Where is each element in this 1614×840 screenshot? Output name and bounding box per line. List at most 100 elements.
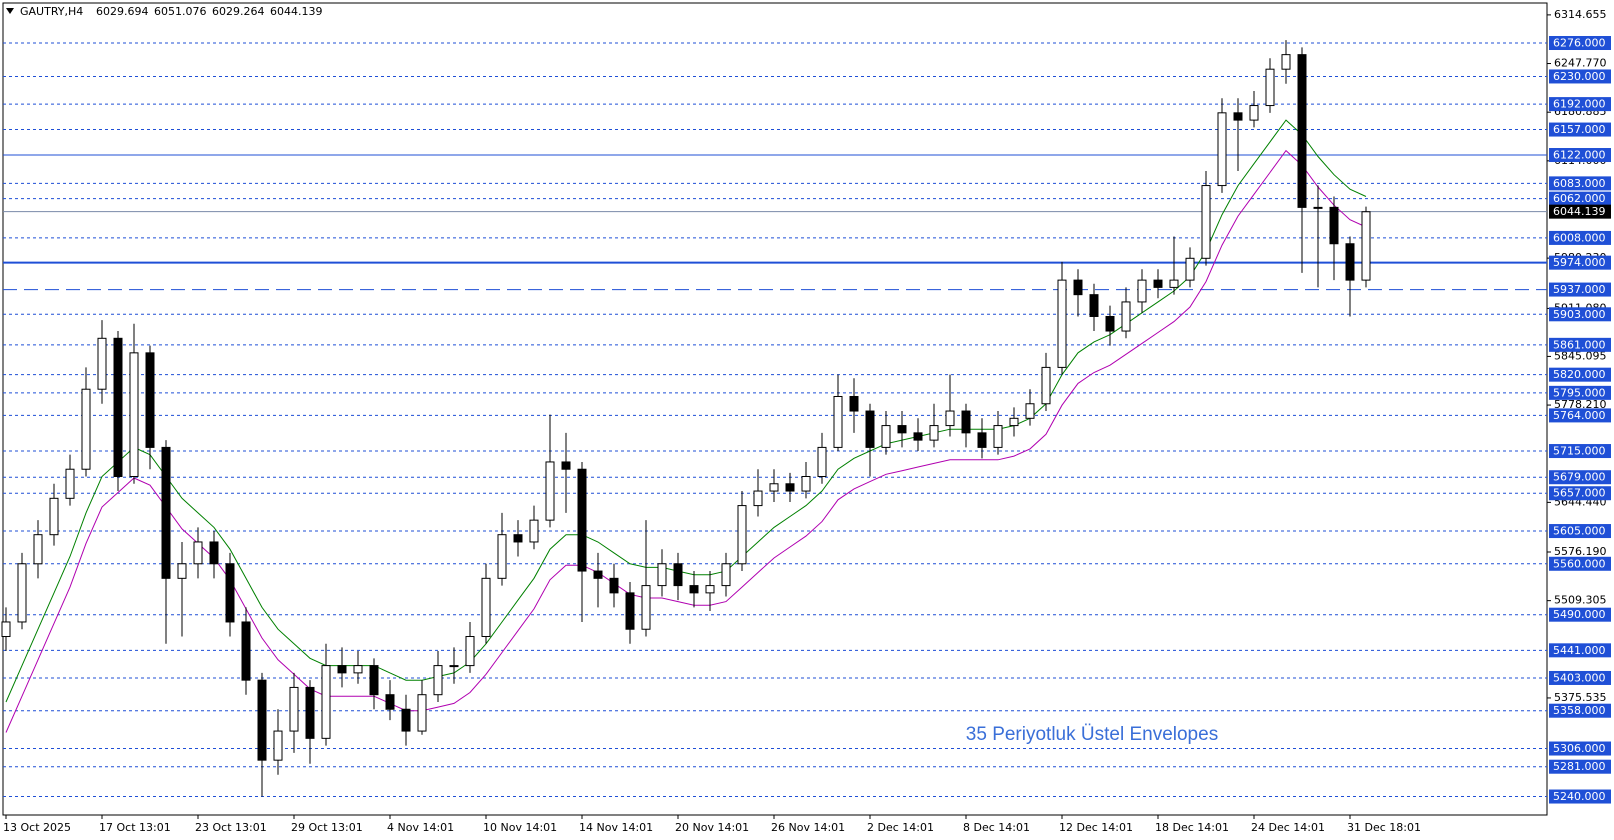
x-tick-label: 14 Nov 14:01 [579,821,653,834]
candle-body [625,592,635,630]
candle-body [673,563,683,587]
level-label-box [1549,759,1611,774]
y-tick-label: 5576.190 [1554,545,1607,558]
candle-body [769,483,779,492]
level-label-box [1549,337,1611,352]
candle-body [1,621,11,638]
candle-body [961,410,971,434]
level-label: 5715.000 [1553,445,1606,458]
candle-body [1185,257,1195,281]
level-label: 6062.000 [1553,192,1606,205]
candle-body [1009,417,1019,427]
level-label: 5820.000 [1553,368,1606,381]
symbol-title: GAUTRY,H4 [20,5,83,18]
level-label-box [1549,367,1611,382]
level-label: 5490.000 [1553,608,1606,621]
level-label-box [1549,556,1611,571]
candle-body [129,352,139,477]
candle-body [353,665,363,674]
candle-body [945,410,955,427]
candle-body [1361,211,1371,281]
x-tick-label: 20 Nov 14:01 [675,821,749,834]
level-label: 5974.000 [1553,256,1606,269]
candle-body [1105,315,1115,332]
level-label-box [1549,255,1611,270]
candle-body [321,665,331,739]
level-label-box [1549,97,1611,112]
candle-body [33,534,43,565]
candle-body [1169,279,1179,288]
header-value: 6029.264 [212,5,265,18]
candle-body [161,446,171,579]
candle-body [737,505,747,565]
y-tick-label: 5845.095 [1554,349,1607,362]
y-tick-label: 6314.655 [1554,8,1607,21]
level-label: 5937.000 [1553,283,1606,296]
level-label-box [1549,307,1611,322]
candle-body [465,636,475,667]
candle-body [913,432,923,441]
level-label: 5560.000 [1553,557,1606,570]
candle-body [65,468,75,499]
candle-body [641,585,651,630]
level-label: 6192.000 [1553,98,1606,111]
level-label-box [1549,191,1611,206]
candle-body [801,475,811,492]
candle-body [289,686,299,732]
level-label: 5403.000 [1553,671,1606,684]
candle-body [753,490,763,507]
x-tick-label: 29 Oct 13:01 [291,821,363,834]
level-label-box [1549,524,1611,539]
level-label: 6122.000 [1553,149,1606,162]
level-label: 5679.000 [1553,471,1606,484]
candle-body [1121,301,1131,332]
level-label: 5605.000 [1553,525,1606,538]
x-tick-label: 18 Dec 14:01 [1155,821,1229,834]
plot-frame [2,2,1548,816]
candle-body [1025,403,1035,419]
candle-body [993,425,1003,448]
candle-body [1137,279,1147,303]
candle-body [1265,68,1275,107]
header-value: 6044.139 [270,5,323,18]
candle-body [657,563,667,587]
candle-body [449,665,459,668]
candle-body [481,577,491,638]
x-tick-label: 10 Nov 14:01 [483,821,557,834]
candle-body [113,337,123,477]
level-label-box [1549,670,1611,685]
price-label-box [1549,204,1611,219]
candle-body [881,425,891,448]
level-label-box [1549,470,1611,485]
level-label-box [1549,408,1611,423]
candle-body [705,585,715,594]
candle-body [1297,54,1307,208]
level-label: 5281.000 [1553,760,1606,773]
x-tick-label: 24 Dec 14:01 [1251,821,1325,834]
candle-body [369,665,379,696]
y-tick-label: 5778.210 [1554,398,1607,411]
level-label-box [1549,789,1611,804]
candle-body [177,563,187,579]
x-tick-label: 2 Dec 14:01 [867,821,934,834]
candle-body [401,708,411,732]
level-label: 6008.000 [1553,231,1606,244]
candle-body [497,534,507,579]
candle-body [977,432,987,448]
candle-body [529,519,539,543]
x-tick-label: 31 Dec 18:01 [1347,821,1421,834]
candle-body [241,621,251,681]
x-tick-label: 26 Nov 14:01 [771,821,845,834]
candle-body [1281,54,1291,70]
level-label: 5306.000 [1553,742,1606,755]
candle-body [609,577,619,594]
candle-body [513,534,523,543]
level-label: 5764.000 [1553,409,1606,422]
envelope-line [5,119,1367,703]
candle-body [433,665,443,696]
candle-body [81,388,91,470]
level-label: 6083.000 [1553,177,1606,190]
level-label-box [1549,69,1611,84]
level-label-box [1549,703,1611,718]
